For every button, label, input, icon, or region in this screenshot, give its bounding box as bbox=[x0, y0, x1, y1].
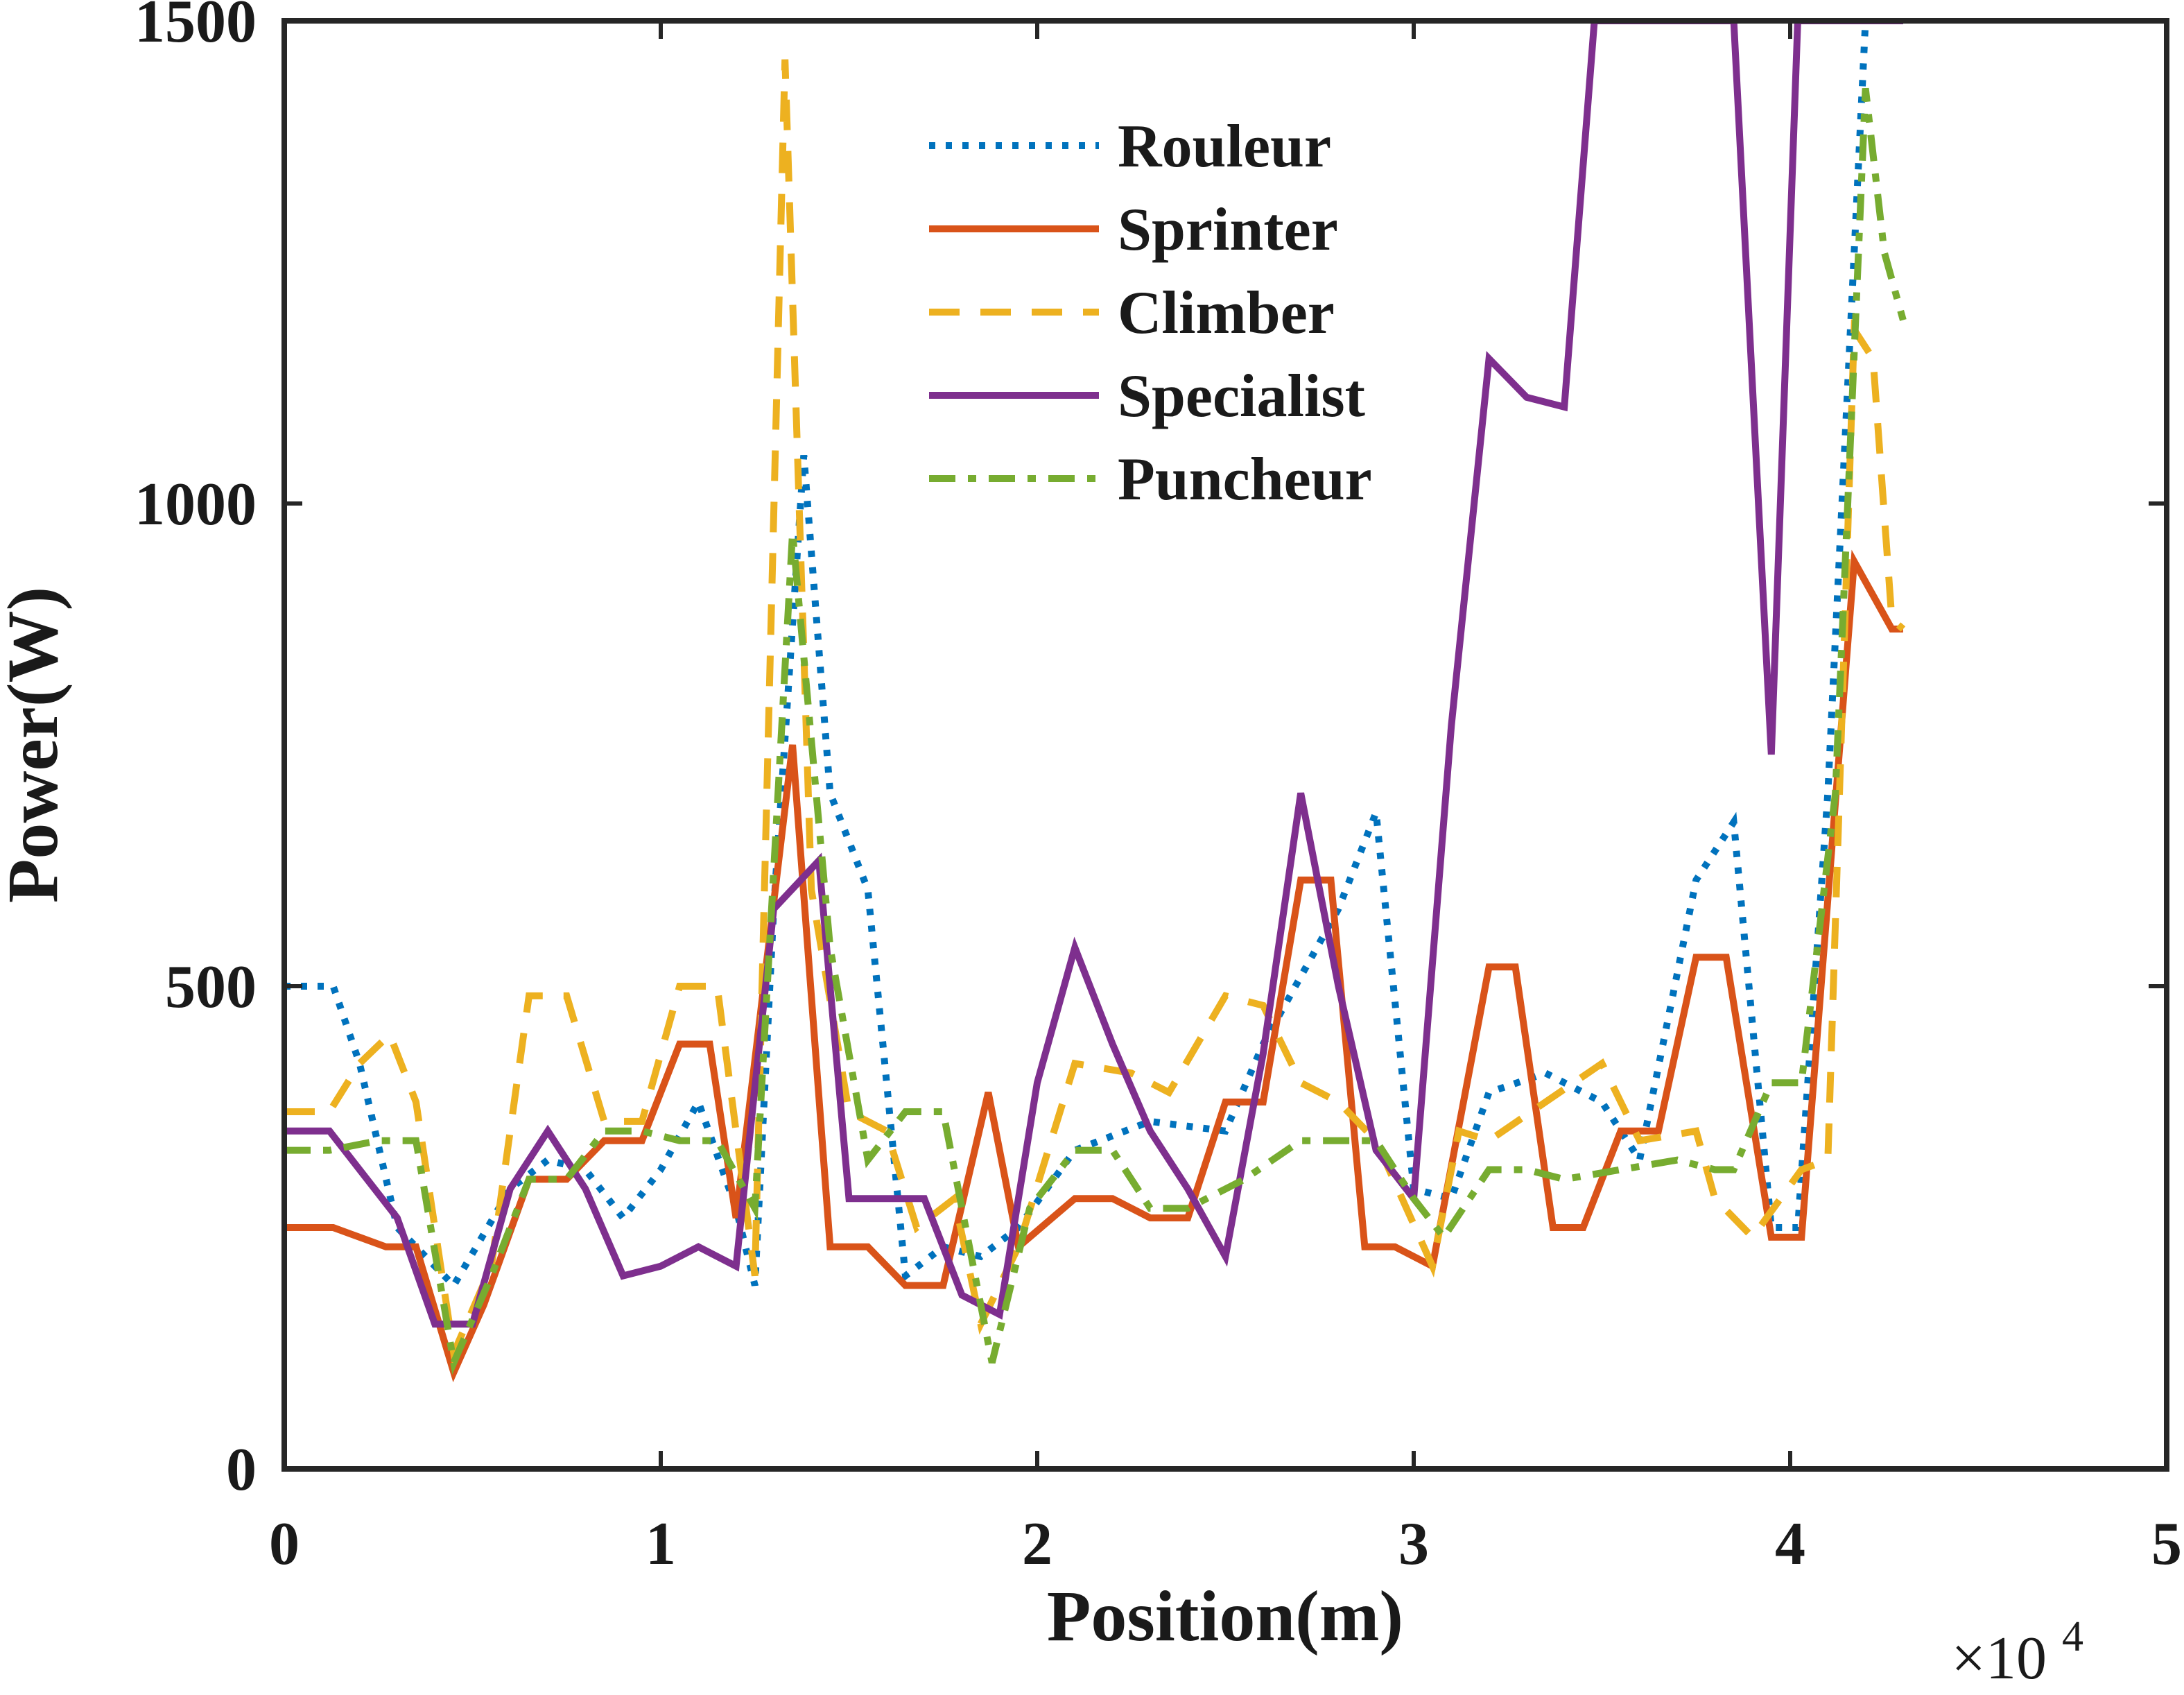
series-layer bbox=[284, 21, 1907, 1383]
series-line-sprinter bbox=[284, 549, 1903, 1383]
y-tick-label: 1000 bbox=[135, 471, 257, 538]
legend-label-sprinter: Sprinter bbox=[1118, 196, 1338, 264]
x-axis-exponent: ×10 4 bbox=[1951, 1613, 2083, 1692]
legend: Rouleur Sprinter Climber Specialist Puncheur bbox=[929, 113, 1372, 513]
x-tick-label: 5 bbox=[2151, 1511, 2182, 1578]
legend-label-climber: Climber bbox=[1118, 279, 1335, 347]
series-line-specialist bbox=[284, 21, 1903, 1328]
plot-frame bbox=[281, 18, 2169, 1472]
y-tick-label: 500 bbox=[165, 954, 257, 1021]
ticks-layer: 0 1 2 3 4 5 0 500 1000 1500 bbox=[135, 0, 2182, 1578]
x-axis-label: Position(m) bbox=[1047, 1576, 1403, 1656]
x-tick-label: 1 bbox=[645, 1511, 676, 1578]
y-tick-label: 0 bbox=[226, 1436, 257, 1504]
legend-label-rouleur: Rouleur bbox=[1118, 113, 1331, 180]
series-line-rouleur bbox=[284, 21, 1903, 1291]
y-tick-label: 1500 bbox=[135, 0, 257, 55]
legend-label-specialist: Specialist bbox=[1118, 363, 1365, 430]
series-line-puncheur bbox=[284, 87, 1907, 1375]
x-tick-label: 2 bbox=[1022, 1511, 1052, 1578]
x-axis-exponent-power: 4 bbox=[2062, 1613, 2083, 1660]
legend-label-puncheur: Puncheur bbox=[1118, 446, 1372, 513]
x-tick-label: 3 bbox=[1398, 1511, 1429, 1578]
series-line-climber bbox=[284, 59, 1906, 1366]
x-axis-exponent-base: ×10 bbox=[1951, 1625, 2047, 1692]
x-tick-label: 4 bbox=[1775, 1511, 1805, 1578]
x-tick-label: 0 bbox=[269, 1511, 300, 1578]
y-axis-label: Power(W) bbox=[0, 587, 73, 903]
